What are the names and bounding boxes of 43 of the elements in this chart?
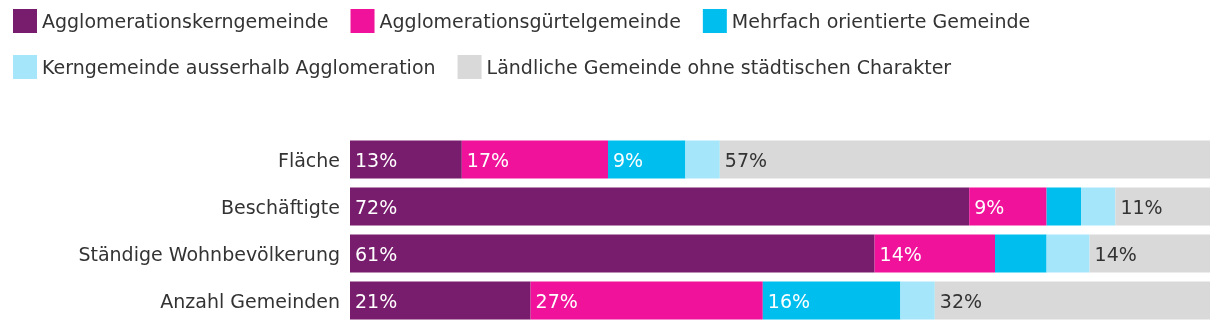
bar (350, 140, 462, 179)
bar (685, 140, 720, 179)
data-label: 21% (355, 289, 398, 312)
bar (530, 281, 763, 320)
bar (719, 140, 1210, 179)
bar (934, 281, 1210, 320)
data-label: 72% (355, 195, 398, 218)
y-tick-label: Anzahl Gemeinden (160, 289, 340, 312)
data-label: 57% (724, 148, 768, 171)
legend-label: Mehrfach orientierte Gemeinde (731, 10, 1031, 32)
y-tick-label: Fläche (277, 148, 340, 171)
legend-label: Agglomerationskerngemeinde (42, 10, 329, 32)
bar (1081, 187, 1116, 226)
data-label: 11% (1120, 195, 1163, 218)
bar (608, 140, 686, 179)
bar (995, 234, 1047, 273)
data-label: 32% (939, 289, 983, 312)
data-label: 61% (355, 242, 398, 265)
bar (1046, 234, 1090, 273)
bar (1089, 234, 1210, 273)
data-label: 14% (879, 242, 922, 265)
data-label: 13% (355, 148, 398, 171)
data-label: 9% (974, 195, 1005, 218)
data-label: 9% (613, 148, 644, 171)
bar (762, 281, 901, 320)
legend-label: Agglomerationsgürtelgemeinde (379, 10, 681, 32)
legend-label: Kerngemeinde ausserhalb Agglomeration (42, 56, 436, 78)
data-label: 16% (767, 289, 811, 312)
data-label: 27% (535, 289, 578, 312)
y-tick-label: Ständige Wohnbevölkerung (78, 242, 340, 265)
bar (461, 140, 608, 179)
data-label: 17% (466, 148, 510, 171)
bar (1115, 187, 1210, 226)
data-label: 14% (1094, 242, 1137, 265)
bar (969, 187, 1047, 226)
bar (350, 187, 970, 226)
bar (874, 234, 995, 273)
bar (350, 234, 875, 273)
legend-label: Ländliche Gemeinde ohne städtischen Charakter (486, 56, 952, 78)
bar (1046, 187, 1081, 226)
y-tick-label: Beschäftigte (220, 195, 340, 218)
bar (900, 281, 935, 320)
bar (350, 281, 531, 320)
